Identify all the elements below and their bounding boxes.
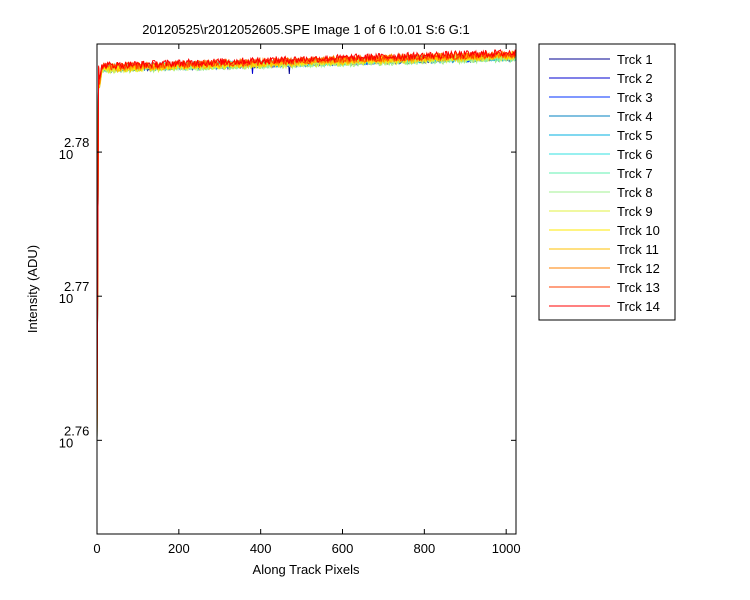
legend-label: Trck 12 [617, 261, 660, 276]
legend-label: Trck 6 [617, 147, 653, 162]
legend-label: Trck 3 [617, 90, 653, 105]
x-axis-label: Along Track Pixels [253, 562, 360, 577]
legend-label: Trck 1 [617, 52, 653, 67]
plot-background [97, 44, 516, 534]
x-tick-label: 200 [168, 541, 190, 556]
legend-label: Trck 7 [617, 166, 653, 181]
y-tick-label-base: 10 [59, 291, 73, 306]
series-line [96, 52, 517, 441]
y-tick-label-exponent: 2.76 [64, 423, 89, 438]
legend-label: Trck 9 [617, 204, 653, 219]
y-tick-label-base: 10 [59, 147, 73, 162]
x-axis: 0 200 400 600 800 1000 [93, 44, 521, 556]
legend: Trck 1 Trck 2 Trck 3 Trck 4 Trck 5 Trck 6 Trck… [538, 43, 676, 321]
legend-items: Trck 1 Trck 2 Trck 3 Trck 4 Trck 5 Trck 6 Trck… [549, 52, 660, 314]
legend-label: Trck 11 [617, 242, 659, 257]
series-line [96, 49, 517, 441]
legend-box [538, 43, 676, 321]
x-tick-label: 600 [332, 541, 354, 556]
y-tick-label-exponent: 2.78 [64, 135, 89, 150]
x-tick-label: 400 [250, 541, 272, 556]
plot-frame [96, 43, 517, 535]
legend-label: Trck 10 [617, 223, 660, 238]
legend-label: Trck 4 [617, 109, 653, 124]
y-tick-label-base: 10 [59, 435, 73, 450]
x-tick-label: 800 [413, 541, 435, 556]
y-axis-label: Intensity (ADU) [25, 245, 40, 333]
x-tick-label: 0 [93, 541, 100, 556]
legend-label: Trck 5 [617, 128, 653, 143]
chart-title: 20120525\r2012052605.SPE Image 1 of 6 I:… [142, 22, 469, 37]
legend-label: Trck 8 [617, 185, 653, 200]
y-tick-label-exponent: 2.77 [64, 279, 89, 294]
series-layer [96, 49, 517, 441]
legend-label: Trck 14 [617, 299, 660, 314]
x-tick-label: 1000 [492, 541, 521, 556]
legend-label: Trck 2 [617, 71, 653, 86]
legend-label: Trck 13 [617, 280, 660, 295]
